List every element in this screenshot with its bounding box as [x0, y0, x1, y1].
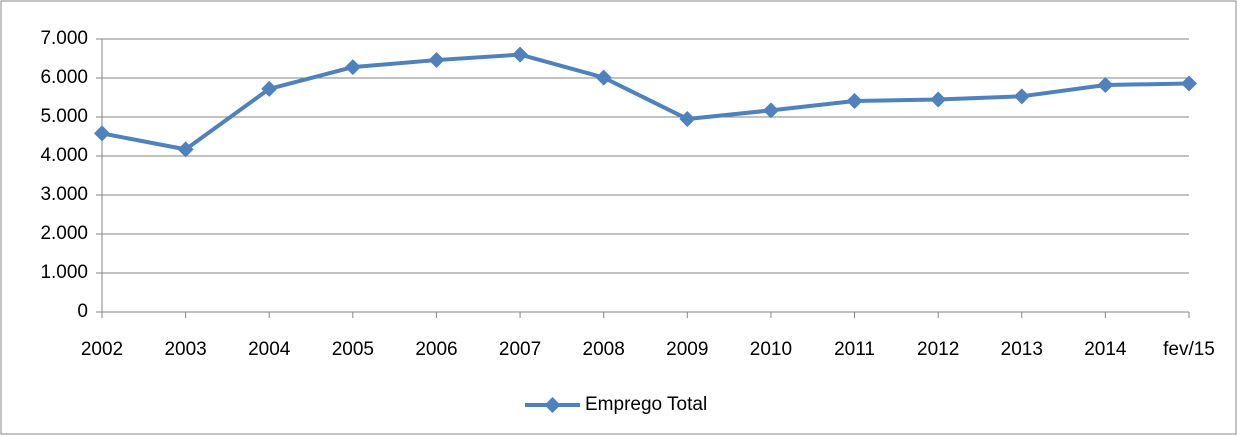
data-point	[595, 69, 612, 86]
data-point	[512, 46, 529, 63]
x-tick-label: 2005	[332, 339, 374, 360]
y-tick-label: 5.000	[40, 106, 88, 127]
x-tick-label: fev/15	[1163, 339, 1215, 360]
data-point	[762, 102, 779, 119]
data-point	[177, 141, 194, 158]
x-tick-label: 2008	[583, 339, 625, 360]
x-tick-label: 2007	[499, 339, 541, 360]
y-tick-label: 1.000	[40, 262, 88, 283]
y-tick-label: 6.000	[40, 67, 88, 88]
data-point	[930, 91, 947, 108]
x-tick-label: 2012	[917, 339, 959, 360]
x-tick-label: 2006	[415, 339, 457, 360]
data-point	[94, 125, 110, 142]
x-tick-label: 2014	[1084, 339, 1127, 360]
y-tick-label: 2.000	[40, 223, 88, 244]
y-tick-label: 4.000	[40, 145, 88, 166]
x-tick-label: 2003	[164, 339, 206, 360]
data-point	[846, 93, 863, 110]
series-line	[101, 52, 1190, 152]
x-tick-label: 2010	[750, 339, 792, 360]
data-point	[1097, 77, 1114, 94]
data-point	[261, 80, 278, 97]
y-tick-label: 0	[77, 301, 88, 322]
legend-label: Emprego Total	[585, 394, 707, 415]
y-tick-label: 7.000	[40, 28, 88, 49]
x-tick-label: 2013	[1001, 339, 1043, 360]
data-point	[1013, 88, 1030, 105]
data-point	[1181, 75, 1197, 92]
x-tick-label: 2009	[666, 339, 708, 360]
y-tick-label: 3.000	[40, 184, 88, 205]
data-point	[428, 52, 445, 69]
data-point	[679, 110, 696, 127]
legend-marker	[544, 397, 561, 413]
x-tick-label: 2011	[834, 339, 875, 360]
x-tick-label: 2004	[248, 339, 291, 360]
x-tick-label: 2002	[81, 339, 123, 360]
data-point	[344, 59, 361, 76]
